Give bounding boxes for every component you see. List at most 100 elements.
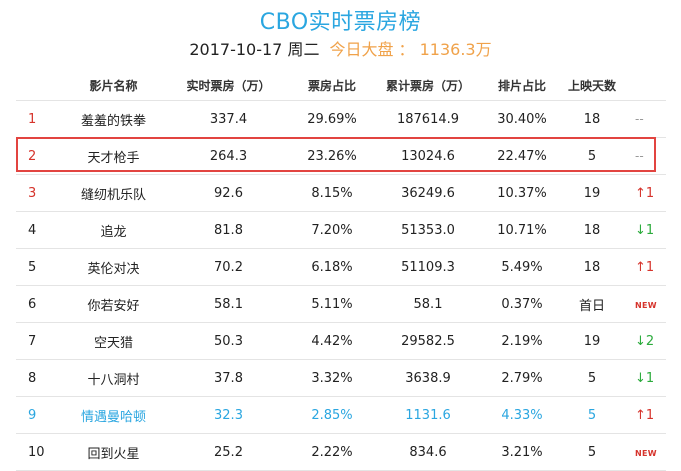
cell-name: 羞羞的铁拳	[61, 100, 166, 138]
cell-cumulative: 29582.5	[373, 322, 483, 360]
cell-realtime: 32.3	[166, 396, 291, 434]
cell-realtime: 264.3	[166, 137, 291, 175]
table-row[interactable]: 4 追龙 81.8 7.20% 51353.0 10.71% 18 ↓1	[16, 211, 666, 249]
date-text: 2017-10-17 周二	[189, 40, 320, 59]
cell-realtime: 70.2	[166, 248, 291, 286]
trend-up-icon: ↑1	[635, 185, 655, 201]
trend-none: --	[635, 111, 644, 126]
cell-days: 18	[561, 211, 623, 249]
cell-share: 5.11%	[291, 285, 373, 323]
table-row[interactable]: 9 情遇曼哈顿 32.3 2.85% 1131.6 4.33% 5 ↑1	[16, 396, 666, 434]
cell-trend: ↑1	[623, 248, 666, 286]
table-row[interactable]: 7 空天猎 50.3 4.42% 29582.5 2.19% 19 ↓2	[16, 322, 666, 360]
cell-trend: ↓2	[623, 322, 666, 360]
trend-down-icon: ↓2	[635, 333, 655, 349]
cell-share: 2.22%	[291, 433, 373, 471]
table-row[interactable]: 5 英伦对决 70.2 6.18% 51109.3 5.49% 18 ↑1	[16, 248, 666, 286]
cell-days: 19	[561, 174, 623, 212]
cell-rank: 8	[16, 359, 61, 397]
trend-up-icon: ↑1	[635, 259, 655, 275]
cell-screening: 30.40%	[483, 100, 561, 138]
page-title: CBO实时票房榜	[259, 10, 422, 35]
cell-realtime: 58.1	[166, 285, 291, 323]
cell-rank: 7	[16, 322, 61, 360]
table-row[interactable]: 2 天才枪手 264.3 23.26% 13024.6 22.47% 5 --	[16, 137, 666, 175]
cell-realtime: 337.4	[166, 100, 291, 138]
cell-rank: 5	[16, 248, 61, 286]
col-screening: 排片占比	[497, 78, 546, 93]
cell-trend: ↑1	[623, 174, 666, 212]
table-row[interactable]: 10 回到火星 25.2 2.22% 834.6 3.21% 5 NEW	[16, 433, 666, 471]
cell-name: 十八洞村	[61, 359, 166, 397]
table-row[interactable]: 8 十八洞村 37.8 3.32% 3638.9 2.79% 5 ↓1	[16, 359, 666, 397]
col-days: 上映天数	[567, 78, 616, 93]
cell-trend: NEW	[623, 285, 666, 323]
daily-total: 今日大盘 ： 1136.3万	[329, 40, 492, 59]
cell-name: 你若安好	[61, 285, 166, 323]
cell-days: 18	[561, 248, 623, 286]
table-header: 影片名称 实时票房（万） 票房占比 累计票房（万） 排片占比 上映天数	[16, 70, 666, 101]
cell-share: 29.69%	[291, 100, 373, 138]
cell-cumulative: 13024.6	[373, 137, 483, 175]
cell-cumulative: 187614.9	[373, 100, 483, 138]
cell-share: 3.32%	[291, 359, 373, 397]
cell-share: 7.20%	[291, 211, 373, 249]
cell-rank: 4	[16, 211, 61, 249]
cell-share: 23.26%	[291, 137, 373, 175]
trend-up-icon: ↑1	[635, 407, 655, 423]
cell-trend: ↓1	[623, 211, 666, 249]
cell-rank: 6	[16, 285, 61, 323]
cell-screening: 2.19%	[483, 322, 561, 360]
cell-share: 2.85%	[291, 396, 373, 434]
cell-cumulative: 51109.3	[373, 248, 483, 286]
cell-days: 5	[561, 396, 623, 434]
cell-days: 5	[561, 359, 623, 397]
col-trend	[623, 70, 666, 101]
col-realtime: 实时票房（万）	[186, 78, 271, 93]
cell-rank: 10	[16, 433, 61, 471]
cell-trend: --	[623, 100, 666, 138]
cell-screening: 10.71%	[483, 211, 561, 249]
new-badge: NEW	[635, 300, 657, 310]
col-rank	[16, 70, 61, 101]
cell-screening: 4.33%	[483, 396, 561, 434]
cell-trend: ↑1	[623, 396, 666, 434]
trend-down-icon: ↓1	[635, 222, 655, 238]
new-badge: NEW	[635, 448, 657, 458]
table-row[interactable]: 6 你若安好 58.1 5.11% 58.1 0.37% 首日 NEW	[16, 285, 666, 323]
cell-realtime: 81.8	[166, 211, 291, 249]
cell-rank: 9	[16, 396, 61, 434]
cell-rank: 2	[16, 137, 61, 175]
cell-days: 18	[561, 100, 623, 138]
cell-share: 6.18%	[291, 248, 373, 286]
cell-name: 英伦对决	[61, 248, 166, 286]
trend-none: --	[635, 148, 644, 163]
cell-screening: 0.37%	[483, 285, 561, 323]
table-row[interactable]: 3 缝纫机乐队 92.6 8.15% 36249.6 10.37% 19 ↑1	[16, 174, 666, 212]
cell-name: 情遇曼哈顿	[61, 396, 166, 434]
cell-cumulative: 3638.9	[373, 359, 483, 397]
cell-screening: 3.21%	[483, 433, 561, 471]
trend-down-icon: ↓1	[635, 370, 655, 386]
cell-days: 首日	[561, 285, 623, 323]
cell-name: 追龙	[61, 211, 166, 249]
cell-realtime: 50.3	[166, 322, 291, 360]
col-share: 票房占比	[307, 78, 356, 93]
cell-realtime: 92.6	[166, 174, 291, 212]
cell-cumulative: 51353.0	[373, 211, 483, 249]
cell-screening: 2.79%	[483, 359, 561, 397]
cell-screening: 10.37%	[483, 174, 561, 212]
cell-screening: 5.49%	[483, 248, 561, 286]
cell-name: 空天猎	[61, 322, 166, 360]
col-name: 影片名称	[89, 78, 138, 93]
table-row[interactable]: 1 羞羞的铁拳 337.4 29.69% 187614.9 30.40% 18 --	[16, 100, 666, 138]
cell-cumulative: 58.1	[373, 285, 483, 323]
col-cumulative: 累计票房（万）	[385, 78, 470, 93]
cell-cumulative: 1131.6	[373, 396, 483, 434]
box-office-table: 影片名称 实时票房（万） 票房占比 累计票房（万） 排片占比 上映天数 1 羞羞的…	[16, 70, 666, 471]
cell-share: 4.42%	[291, 322, 373, 360]
cell-name: 天才枪手	[61, 137, 166, 175]
cell-trend: --	[623, 137, 666, 175]
cell-realtime: 37.8	[166, 359, 291, 397]
cell-share: 8.15%	[291, 174, 373, 212]
